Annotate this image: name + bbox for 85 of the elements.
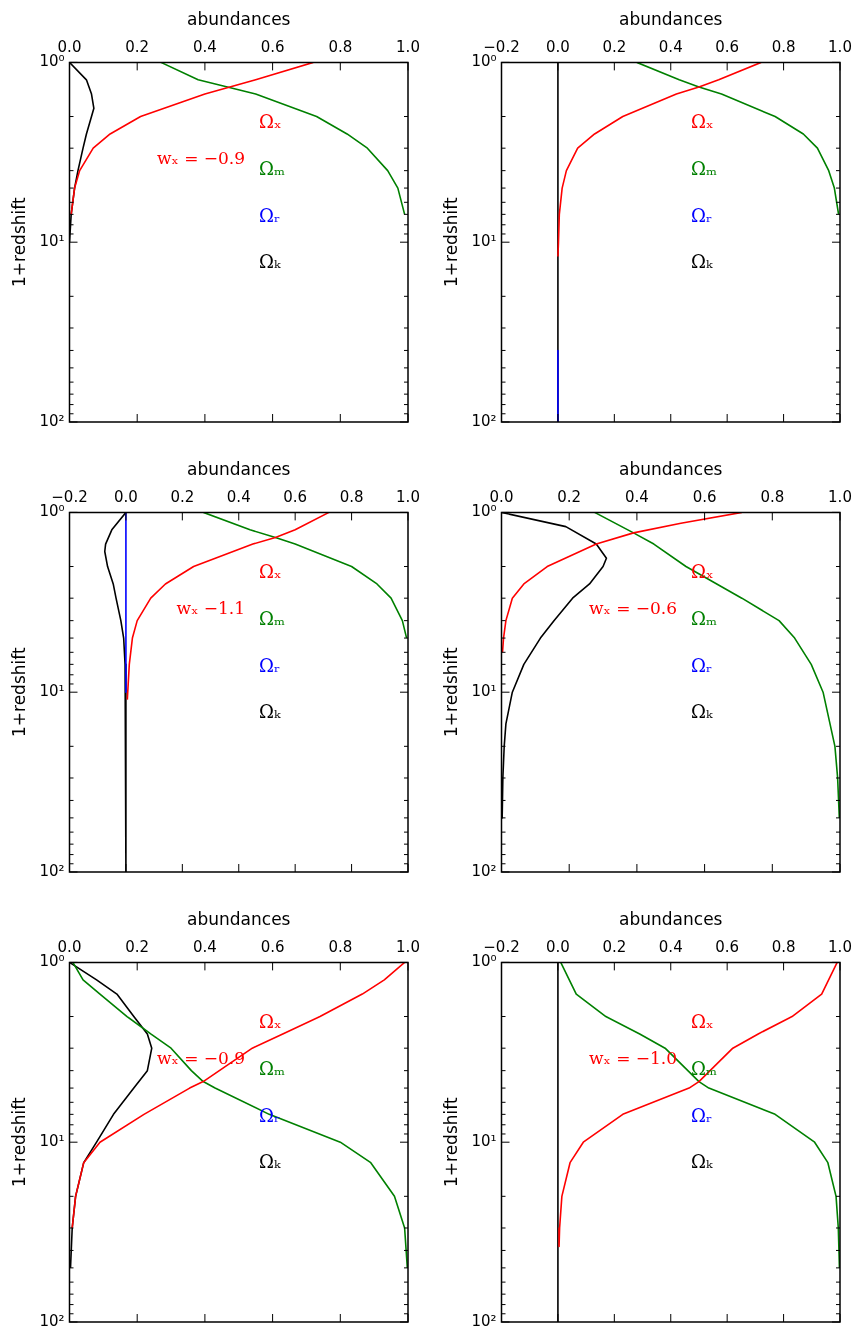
series-label: Ωₓ (691, 111, 714, 133)
x-tick-label: 0.6 (260, 938, 285, 957)
text: Ωₖ (691, 251, 713, 273)
x-tick-label: 0.2 (170, 488, 195, 507)
legend-label: Ωᵣ (259, 204, 281, 226)
annotation: wₓ = −1.0 (588, 1047, 678, 1068)
text: Ωₘ (259, 157, 286, 179)
y-axis-title: 1+redshift (440, 1097, 461, 1188)
x-tick-label: 0.6 (260, 38, 285, 57)
x-tick-label: 0.6 (692, 488, 717, 507)
y-axis-title: 1+redshift (440, 197, 461, 288)
x-tick-label: 0.4 (192, 38, 217, 57)
x-tick-label: 0.2 (602, 38, 627, 57)
x-tick-label: 1.0 (396, 938, 420, 957)
text: Ωₘ (691, 157, 718, 179)
y-tick-label: 10² (39, 411, 65, 430)
x-tick-label: 0.8 (771, 38, 796, 57)
y-tick-label: 10¹ (39, 232, 65, 251)
x-tick-label: 0.8 (328, 38, 353, 57)
text: Ωₖ (259, 1151, 281, 1173)
y-tick-label: 10² (471, 861, 497, 880)
y-tick-label: 10² (39, 1311, 65, 1330)
text: Ωₖ (259, 701, 281, 723)
annotation: wₓ −1.1 (176, 597, 246, 618)
text: Ωₖ (691, 701, 713, 723)
x-axis-title: abundances (619, 8, 723, 29)
series-label: Ωₘ (691, 607, 718, 629)
series-label: Ωₓ (259, 111, 282, 133)
x-tick-label: 0.2 (557, 488, 582, 507)
series-label: Ωₓ (691, 1011, 714, 1033)
x-tick-label: 1.0 (396, 38, 420, 57)
annotation: wₓ = −0.6 (588, 597, 678, 618)
x-axis-title: abundances (619, 458, 723, 479)
legend-label: Ωᵣ (691, 1104, 713, 1126)
y-tick-label: 10² (471, 411, 497, 430)
x-tick-label: 0.4 (624, 488, 649, 507)
text: Ωₖ (259, 251, 281, 273)
x-tick-label: 0.6 (715, 938, 740, 957)
y-axis-title: 1+redshift (8, 647, 29, 738)
x-tick-label: 0.6 (715, 38, 740, 57)
x-tick-label: 1.0 (828, 488, 852, 507)
x-tick-label: 1.0 (828, 938, 852, 957)
x-tick-label: 0.0 (113, 488, 138, 507)
x-axis-title: abundances (187, 8, 291, 29)
annotation: wₓ = −0.9 (156, 147, 246, 168)
x-tick-label: 0.8 (339, 488, 364, 507)
x-tick-label: 0.8 (328, 938, 353, 957)
y-tick-label: 10⁰ (39, 952, 65, 971)
x-tick-label: 0.6 (283, 488, 308, 507)
text: Ωᵣ (259, 654, 281, 676)
y-axis-title: 1+redshift (8, 197, 29, 288)
y-tick-label: 10¹ (471, 1132, 497, 1151)
x-tick-label: 0.8 (771, 938, 796, 957)
y-tick-label: 10² (39, 861, 65, 880)
y-tick-label: 10¹ (39, 682, 65, 701)
text: Ωₘ (259, 607, 286, 629)
y-tick-label: 10¹ (39, 1132, 65, 1151)
x-axis-title: abundances (619, 908, 723, 929)
y-axis-title: 1+redshift (440, 647, 461, 738)
x-tick-label: 0.2 (125, 38, 150, 57)
series-label: Ωₓ (259, 1011, 282, 1033)
x-tick-label: 0.4 (192, 938, 217, 957)
text: Ωₖ (691, 1151, 713, 1173)
x-axis-title: abundances (187, 908, 291, 929)
y-tick-label: 10¹ (471, 232, 497, 251)
y-axis-title: 1+redshift (8, 1097, 29, 1188)
text: Ωᵣ (691, 204, 713, 226)
series-label: Ωₘ (259, 1057, 286, 1079)
legend-label: Ωᵣ (691, 654, 713, 676)
x-tick-label: 0.4 (658, 38, 683, 57)
x-tick-label: 0.4 (658, 938, 683, 957)
y-tick-label: 10⁰ (471, 502, 497, 521)
x-tick-label: 0.0 (545, 38, 570, 57)
x-tick-label: 1.0 (828, 38, 852, 57)
x-axis-title: abundances (187, 458, 291, 479)
x-tick-label: 0.0 (545, 938, 570, 957)
x-tick-label: 0.2 (602, 938, 627, 957)
x-tick-label: 1.0 (396, 488, 420, 507)
y-tick-label: 10⁰ (39, 52, 65, 71)
x-tick-label: 0.4 (226, 488, 251, 507)
series-label: Ωₓ (259, 561, 282, 583)
x-tick-label: 0.8 (760, 488, 785, 507)
y-tick-label: 10¹ (471, 682, 497, 701)
y-tick-label: 10² (471, 1311, 497, 1330)
x-tick-label: 0.2 (125, 938, 150, 957)
